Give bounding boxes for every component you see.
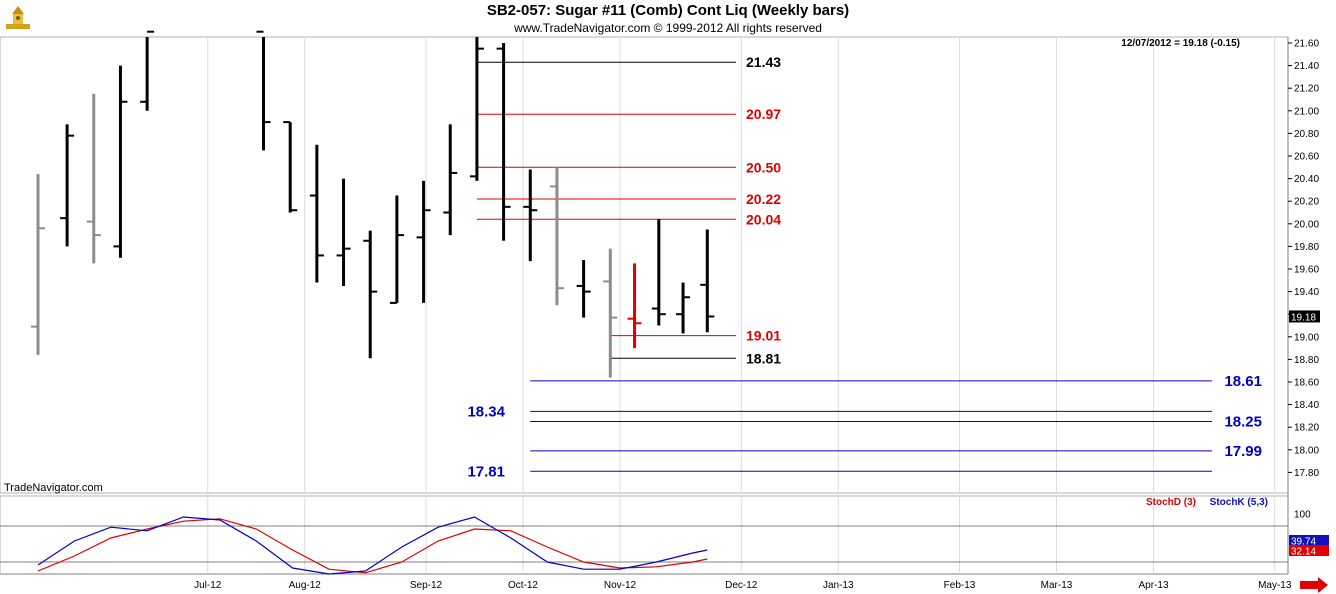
- level-label: 20.04: [746, 211, 781, 227]
- y-tick-label: 21.00: [1294, 106, 1319, 117]
- stochastics-layer: [0, 516, 1288, 575]
- x-tick-label: Aug-12: [289, 580, 322, 591]
- y-tick-label: 19.60: [1294, 265, 1319, 276]
- price-panel-frame: [0, 36, 1289, 494]
- stoch-d-legend: StochD (3): [1146, 497, 1196, 508]
- y-tick-label: 19.80: [1294, 242, 1319, 253]
- level-label: 18.34: [467, 403, 505, 420]
- chart-subtitle: www.TradeNavigator.com © 1999-2012 All r…: [514, 21, 822, 35]
- y-tick-label: 21.40: [1294, 61, 1319, 72]
- x-tick-label: Dec-12: [725, 580, 758, 591]
- x-tick-label: Apr-13: [1138, 580, 1168, 591]
- level-label: 17.81: [467, 463, 505, 480]
- y-tick-label: 20.20: [1294, 197, 1319, 208]
- last-quote-text: 12/07/2012 = 19.18 (-0.15): [1121, 38, 1240, 49]
- scroll-right-arrow-icon[interactable]: [1300, 577, 1328, 593]
- level-label: 20.50: [746, 159, 781, 175]
- stoch-k-legend: StochK (5,3): [1210, 497, 1268, 508]
- axis-layer: Jul-12 Aug-12 Sep-12 Oct-12 Nov-12 Dec-12 Jan-…: [194, 39, 1329, 591]
- x-tick-label: Jan-13: [823, 580, 854, 591]
- last-price-box: [1289, 310, 1320, 323]
- level-label: 21.43: [746, 54, 781, 70]
- y-tick-label: 18.20: [1294, 423, 1319, 434]
- level-lines-layer: 21.43 20.97 20.50 20.22 20.04 19.01 18.81 18.61…: [467, 54, 1262, 480]
- level-label: 19.01: [746, 328, 781, 344]
- y-tick-label: 19.40: [1294, 287, 1319, 298]
- y-tick-label: 18.40: [1294, 400, 1319, 411]
- level-label: 17.99: [1224, 443, 1262, 460]
- stoch-y-tick-label: 100: [1294, 510, 1311, 521]
- y-tick-label: 18.00: [1294, 445, 1319, 456]
- y-tick-label: 19.00: [1294, 332, 1319, 343]
- ohlc-bars-layer: [31, 30, 715, 378]
- x-tick-label: Nov-12: [604, 580, 637, 591]
- x-tick-label: Feb-13: [944, 580, 976, 591]
- stoch-last-value: 39.74: [1291, 537, 1316, 548]
- level-label: 20.97: [746, 106, 781, 122]
- stoch-series-line: [37, 516, 708, 575]
- stoch-last-value: 32.14: [1291, 547, 1316, 558]
- y-tick-label: 20.40: [1294, 174, 1319, 185]
- stoch-last-value-box: [1289, 535, 1329, 546]
- x-tick-label: Sep-12: [410, 580, 443, 591]
- y-tick-label: 18.60: [1294, 378, 1319, 389]
- level-label: 20.22: [746, 191, 781, 207]
- y-tick-label: 18.80: [1294, 355, 1319, 366]
- stoch-series-line: [37, 518, 708, 574]
- x-tick-label: Oct-12: [508, 580, 538, 591]
- y-tick-label: 20.60: [1294, 152, 1319, 163]
- x-tick-label: Mar-13: [1041, 580, 1073, 591]
- level-label: 18.61: [1224, 373, 1262, 390]
- grid-layer: [207, 37, 1276, 574]
- stoch-last-value-box: [1289, 545, 1329, 556]
- last-price-label: 19.18: [1291, 312, 1316, 323]
- y-tick-label: 17.80: [1294, 468, 1319, 479]
- chart-title: SB2-057: Sugar #11 (Comb) Cont Liq (Week…: [486, 2, 850, 19]
- y-tick-label: 20.00: [1294, 219, 1319, 230]
- x-tick-label: Jul-12: [194, 580, 222, 591]
- level-label: 18.81: [746, 350, 781, 366]
- y-tick-label: 20.80: [1294, 129, 1319, 140]
- y-tick-label: 21.20: [1294, 84, 1319, 95]
- level-label: 18.25: [1224, 414, 1262, 431]
- y-tick-label: 21.60: [1294, 39, 1319, 50]
- x-tick-label: May-13: [1258, 580, 1292, 591]
- trade-navigator-logo-icon: [6, 6, 30, 29]
- watermark-text: TradeNavigator.com: [4, 482, 103, 494]
